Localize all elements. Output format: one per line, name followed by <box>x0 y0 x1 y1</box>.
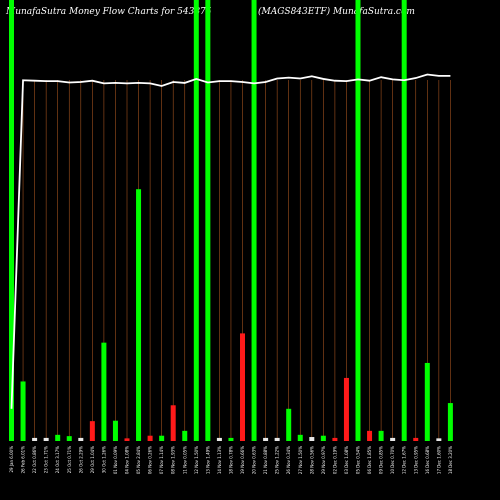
money-flow-bar <box>390 437 396 441</box>
x-tick-label: 29 Jan 6.00% <box>9 446 14 473</box>
money-flow-bar <box>424 362 430 441</box>
money-flow-bar <box>401 0 407 441</box>
money-flow-bar <box>124 438 130 441</box>
x-tick-label: 07 Nov 1.14% <box>159 446 164 474</box>
x-tick-label: 16 Dec 0.68% <box>425 446 430 474</box>
x-tick-label: 01 Nov 0.09% <box>113 446 118 474</box>
money-flow-bar <box>378 430 384 441</box>
money-flow-bar <box>101 342 107 441</box>
x-tick-label: 05 Nov 2.84% <box>136 446 141 474</box>
x-tick-label: 18 Dec 3.20% <box>448 446 453 474</box>
x-tick-label: 22 Oct 0.86% <box>32 446 37 473</box>
x-tick-label: 06 Dec 1.85% <box>367 446 372 474</box>
money-flow-bar <box>251 0 257 441</box>
x-tick-label: 29 Nov 0.97% <box>321 446 326 474</box>
x-tick-label: 29 Oct 1.04% <box>90 446 95 473</box>
x-tick-label: 26 Nov 0.34% <box>286 446 291 474</box>
x-tick-label: 03 Dec 1.08% <box>344 446 349 474</box>
x-tick-label: 23 Oct 1.71% <box>44 446 49 473</box>
chart-title: MunafaSutra Money Flow Charts for 543875 <box>6 7 212 17</box>
x-tick-label: 19 Nov 0.66% <box>240 446 245 474</box>
money-flow-bar <box>182 430 188 441</box>
x-tick-label: 12 Dec 1.67% <box>402 446 407 474</box>
money-flow-bar <box>112 420 118 441</box>
x-tick-label: 28 Nov 0.56% <box>309 446 314 474</box>
money-flow-bar <box>136 189 142 441</box>
x-tick-label: 02 Dec 0.19% <box>332 446 337 474</box>
money-flow-bar <box>309 437 315 441</box>
money-flow-bar <box>159 435 165 441</box>
x-tick-label: 26 Oct 2.29% <box>78 446 83 473</box>
money-flow-bar <box>240 333 245 441</box>
x-tick-label: 17 Dec 1.60% <box>436 446 441 474</box>
money-flow-line <box>10 73 451 409</box>
money-flow-bar <box>355 0 361 441</box>
x-tick-label: 10 Dec 0.70% <box>390 446 395 474</box>
x-tick-label: 12 Nov 1.50% <box>194 446 199 474</box>
money-flow-bar <box>413 437 419 441</box>
money-flow-bar <box>55 434 61 441</box>
x-tick-label: 25 Nov 1.22% <box>275 446 280 474</box>
money-flow-bar <box>66 436 72 441</box>
x-tick-label: 09 Dec 0.85% <box>379 446 384 474</box>
x-tick-label: 11 Nov 0.05% <box>182 446 187 474</box>
x-tick-label: 26 Feb 6.01% <box>21 446 26 474</box>
money-flow-bar <box>286 408 292 441</box>
x-tick-label: 14 Nov 1.13% <box>217 446 222 474</box>
x-tick-label: 06 Nov 0.26% <box>148 446 153 474</box>
x-tick-label: 30 Oct 1.26% <box>101 446 106 473</box>
x-tick-label: 13 Nov 1.49% <box>205 446 210 474</box>
x-tick-label: 18 Nov 0.78% <box>228 446 233 474</box>
money-flow-bar <box>447 403 453 441</box>
x-tick-label: 25 Oct 0.71% <box>67 446 72 473</box>
money-flow-bar <box>43 437 49 441</box>
chart-site-label: (MAGS843ETF) MunafaSutra.com <box>258 7 415 17</box>
money-flow-bar <box>89 421 95 441</box>
x-tick-label: 24 Oct 3.17% <box>55 446 60 473</box>
x-tick-label: 04 Nov 1.08% <box>125 446 130 474</box>
money-flow-bar <box>193 0 199 441</box>
x-tick-label: 13 Dec 0.95% <box>413 446 418 474</box>
money-flow-bar <box>343 377 349 441</box>
money-flow-bar <box>216 437 222 441</box>
money-flow-bar <box>170 405 176 441</box>
x-tick-label: 27 Nov 1.50% <box>298 446 303 474</box>
money-flow-bar <box>147 435 153 441</box>
money-flow-bar <box>78 437 84 441</box>
money-flow-bar <box>436 438 442 441</box>
money-flow-bar <box>9 0 14 441</box>
x-tick-label: 21 Nov 0.88% <box>263 446 268 474</box>
money-flow-bar <box>20 381 26 441</box>
x-tick-label: 05 Dec 0.54% <box>356 446 361 474</box>
money-flow-bar <box>367 430 373 441</box>
money-flow-bar <box>263 437 269 441</box>
money-flow-bar <box>332 437 338 441</box>
money-flow-bar <box>274 437 280 441</box>
money-flow-bar <box>297 434 303 441</box>
x-tick-label: 08 Nov 1.93% <box>171 446 176 474</box>
x-tick-label: 20 Nov 0.63% <box>252 446 257 474</box>
money-flow-bar <box>32 437 38 441</box>
money-flow-bar <box>228 437 234 441</box>
money-flow-bar <box>205 0 211 441</box>
money-flow-bar <box>320 435 326 441</box>
